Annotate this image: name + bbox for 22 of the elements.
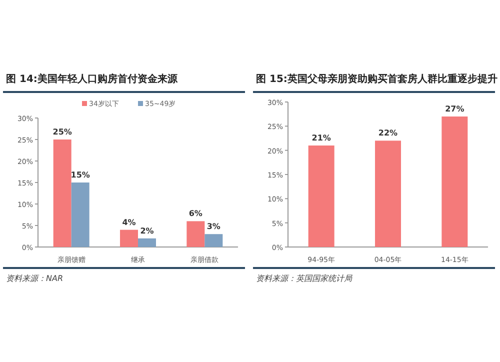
text: 资料来源：NAR <box>6 274 64 283</box>
bar <box>204 234 223 247</box>
bar <box>71 182 90 247</box>
text: 3% <box>206 222 220 232</box>
bar <box>138 238 156 247</box>
bar <box>308 146 334 247</box>
text: 15% <box>70 170 90 180</box>
text: 22% <box>378 128 398 138</box>
bar <box>120 230 138 247</box>
bar <box>186 221 205 247</box>
text: 21% <box>312 134 331 142</box>
text: 资料来源：英国国家统计局 <box>256 274 353 283</box>
bar <box>53 140 72 247</box>
chart-title: 图 14:美国年轻人口购房首付资金来源 <box>6 73 178 85</box>
text: 4% <box>122 218 136 227</box>
text: 25% <box>52 128 72 136</box>
text: 6% <box>188 209 202 218</box>
text: 2% <box>140 226 154 236</box>
chart-title: 图 15:英国父母亲朋资助购买首套房人群比重逐步提升 <box>256 73 498 85</box>
bar <box>375 140 401 247</box>
bar <box>442 116 468 247</box>
text: 27% <box>445 104 464 114</box>
